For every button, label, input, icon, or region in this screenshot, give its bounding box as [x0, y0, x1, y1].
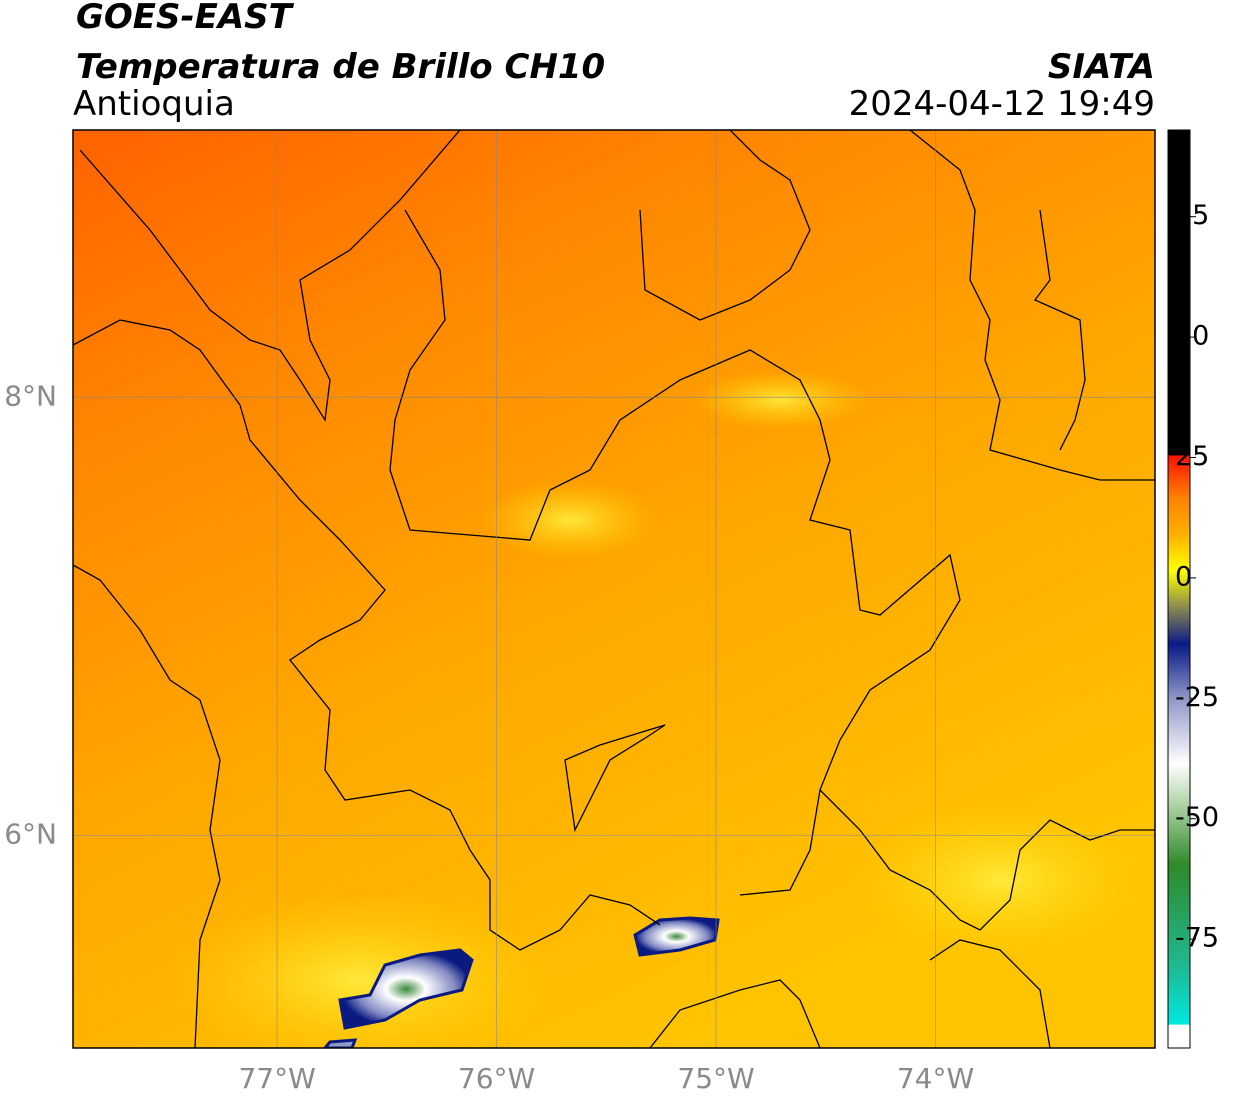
colorbar-tick-label: 25 — [1175, 441, 1209, 472]
lon-label: 76°W — [458, 1062, 535, 1095]
lon-label: 74°W — [897, 1062, 974, 1095]
warm-area — [480, 480, 660, 560]
colorbar-tick-label: -25 — [1175, 682, 1219, 713]
lon-label: 75°W — [677, 1062, 754, 1095]
warm-area — [850, 800, 1150, 960]
cold-cloud — [323, 1038, 358, 1048]
map-area — [73, 130, 1155, 1048]
warm-area — [160, 890, 560, 1048]
borders — [73, 130, 1155, 1048]
cold-cloud — [338, 948, 474, 1030]
colorbar-tick-label: 50 — [1175, 321, 1209, 352]
map-frame — [72, 129, 1156, 1049]
colorbar-tick-label: 0 — [1175, 561, 1192, 592]
colorbar-tick-label: 75 — [1175, 200, 1209, 231]
warm-area — [690, 370, 870, 430]
graticule — [73, 130, 1155, 1048]
cold-cloud — [633, 916, 720, 957]
subtitle: Temperatura de Brillo CH10 — [76, 47, 605, 87]
title: GOES-EAST — [76, 0, 295, 37]
colorbar-tick-label: -75 — [1175, 923, 1219, 954]
datetime: 2024-04-12 19:49 — [849, 84, 1155, 124]
colorbar — [1167, 129, 1191, 1049]
agency: SIATA — [1048, 47, 1155, 87]
colorbar-tick-label: -50 — [1175, 802, 1219, 833]
lat-label: 6°N — [4, 817, 57, 850]
region: Antioquia — [73, 84, 235, 124]
lat-label: 8°N — [4, 379, 57, 412]
lon-label: 77°W — [238, 1062, 315, 1095]
